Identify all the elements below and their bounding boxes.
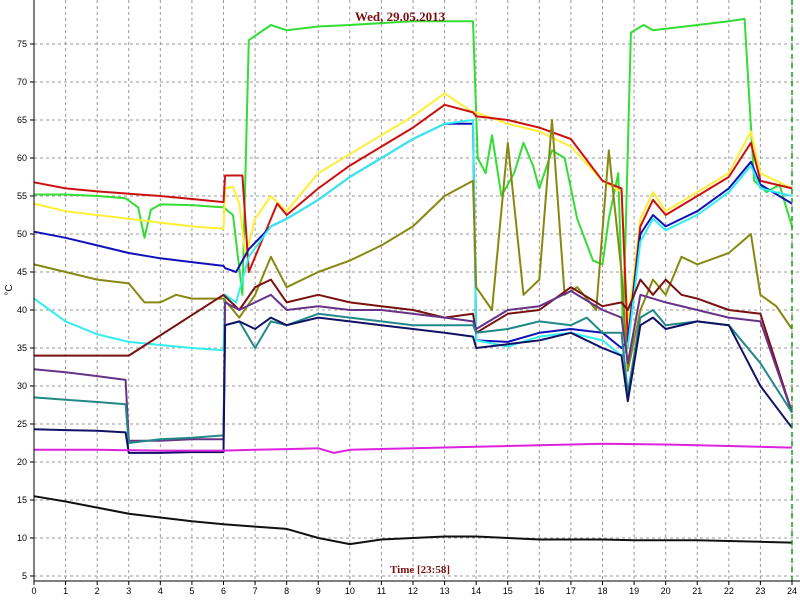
series-line-11 (34, 442, 793, 454)
x-tick-label: 22 (724, 586, 734, 596)
y-tick-label: 20 (17, 457, 27, 467)
y-tick-labels: 5 10 15 20 25 30 35 40 45 50 55 60 65 70 75 (17, 39, 34, 581)
x-axis-label: Time [23:58] (390, 564, 450, 576)
y-tick-label: 40 (17, 305, 27, 315)
series-group (33, 17, 793, 546)
series-line-10 (33, 316, 793, 454)
x-tick-label: 19 (629, 586, 639, 596)
x-tick-label: 2 (95, 586, 100, 596)
y-tick-label: 10 (17, 533, 27, 543)
x-tick-label: 23 (755, 586, 765, 596)
x-tick-label: 1 (63, 586, 68, 596)
y-tick-label: 25 (17, 419, 27, 429)
grid (34, 0, 800, 581)
series-line-2 (33, 92, 793, 327)
y-tick-label: 60 (17, 153, 27, 163)
series-line-3 (33, 103, 793, 342)
x-tick-label: 24 (787, 586, 797, 596)
y-tick-label: 35 (17, 343, 27, 353)
series-line-8 (33, 290, 793, 442)
y-axis-label: °C (4, 284, 15, 295)
x-tick-label: 6 (221, 586, 226, 596)
series-line-12 (33, 495, 793, 546)
x-tick-label: 17 (566, 586, 576, 596)
x-tick-label: 0 (31, 586, 36, 596)
x-tick-label: 9 (316, 586, 321, 596)
series-line-1 (34, 17, 793, 334)
series-line-6 (33, 119, 793, 372)
x-tick-label: 20 (661, 586, 671, 596)
x-tick-label: 15 (503, 586, 513, 596)
x-tick-label: 12 (408, 586, 418, 596)
x-tick-label: 21 (692, 586, 702, 596)
series-line-9 (33, 309, 793, 444)
x-tick-label: 7 (253, 586, 258, 596)
series-line-7 (34, 278, 793, 413)
x-tick-label: 13 (440, 586, 450, 596)
x-tick-label: 18 (597, 586, 607, 596)
y-tick-label: 75 (17, 39, 27, 49)
x-tick-label: 3 (126, 586, 131, 596)
x-tick-label: 14 (471, 586, 481, 596)
x-tick-label: 11 (377, 586, 386, 596)
y-tick-label: 70 (17, 77, 27, 87)
y-tick-label: 45 (17, 267, 27, 277)
y-tick-label: 65 (17, 115, 27, 125)
x-tick-label: 4 (158, 586, 163, 596)
y-tick-label: 30 (17, 381, 27, 391)
x-tick-label: 16 (534, 586, 544, 596)
y-tick-label: 55 (17, 191, 27, 201)
y-tick-label: 5 (22, 571, 27, 581)
x-tick-label: 10 (345, 586, 355, 596)
x-tick-labels: 0 1 2 3 4 5 6 7 8 9 10 11 12 13 14 15 16 17 18 19 20 21 22 23 24 (31, 581, 797, 596)
y-tick-label: 15 (17, 495, 27, 505)
x-tick-label: 8 (284, 586, 289, 596)
x-tick-label: 5 (189, 586, 194, 596)
series-line-5 (33, 119, 793, 357)
chart-title: Wed, 29.05.2013 (355, 9, 446, 24)
y-tick-label: 50 (17, 229, 27, 239)
